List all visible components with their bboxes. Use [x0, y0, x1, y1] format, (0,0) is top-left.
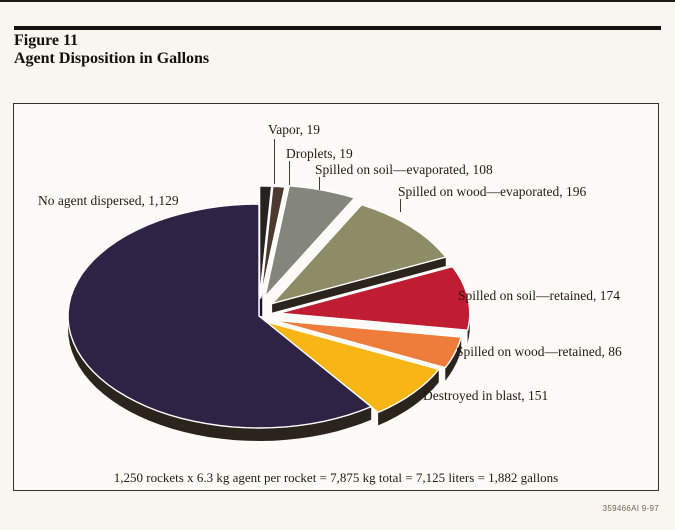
pie-slice-spilled-on-soil-retained [278, 265, 471, 331]
leader-line-soil-evaporated [319, 177, 321, 190]
slice-label-destroyed-blast: Destroyed in blast, 151 [423, 388, 549, 403]
slice-label-soil-evaporated: Spilled on soil—evaporated, 108 [315, 162, 493, 177]
page-top-edge [0, 0, 675, 2]
header-rule [14, 26, 661, 30]
chart-frame: Vapor, 19 Droplets, 19 Spilled on soil—e… [13, 103, 659, 491]
figure-source-id: 359466AI 9-97 [602, 504, 659, 513]
slice-label-vapor: Vapor, 19 [268, 122, 320, 137]
pie-chart [67, 185, 471, 441]
slice-label-wood-retained: Spilled on wood—retained, 86 [456, 344, 622, 359]
pie-radial-wall-spilled-on-wood-evaporated [272, 257, 446, 313]
pie-wall-spilled-on-wood-retained [445, 337, 462, 381]
leader-line-wood-evaporated [400, 199, 402, 212]
pie-wall-no-agent-dispersed [68, 316, 372, 441]
figure-number: Figure 11 [14, 32, 79, 49]
slice-label-wood-evaporated: Spilled on wood—evaporated, 196 [398, 184, 587, 199]
slice-label-soil-retained: Spilled on soil—retained, 174 [458, 288, 620, 303]
slice-label-droplets: Droplets, 19 [286, 146, 353, 161]
figure-title: Agent Disposition in Gallons [14, 50, 210, 67]
pie-slice-spilled-on-soil-evaporated [264, 185, 356, 298]
leader-line-droplets [289, 161, 291, 185]
leader-line-vapor [274, 139, 276, 184]
pie-slice-spilled-on-wood-evaporated [271, 204, 447, 305]
pie-wall-destroyed-in-blast [378, 369, 439, 426]
pie-slice-spilled-on-wood-retained [271, 319, 462, 369]
pie-slice-droplets [260, 185, 286, 299]
conversion-footnote: 1,250 rockets x 6.3 kg agent per rocket … [113, 470, 559, 485]
pie-slice-no-agent-dispersed [67, 203, 372, 429]
slice-label-no-agent: No agent dispersed, 1,129 [38, 193, 179, 208]
pie-slice-destroyed-in-blast [265, 321, 440, 414]
